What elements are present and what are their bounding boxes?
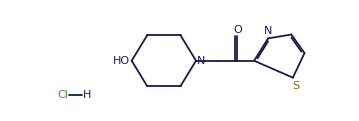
Text: HO: HO xyxy=(113,56,130,66)
Text: O: O xyxy=(233,25,242,34)
Text: S: S xyxy=(293,81,299,91)
Text: Cl: Cl xyxy=(57,90,68,100)
Text: N: N xyxy=(264,26,272,36)
Text: H: H xyxy=(83,90,91,100)
Text: N: N xyxy=(197,56,205,66)
